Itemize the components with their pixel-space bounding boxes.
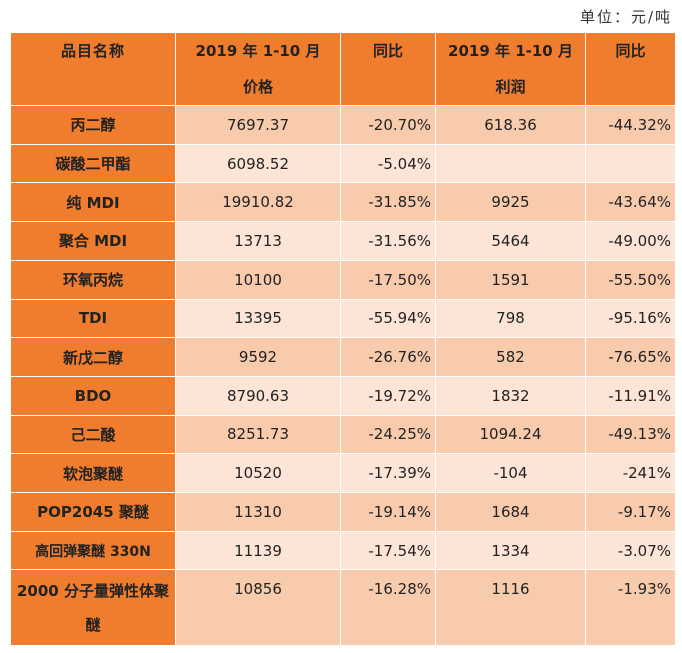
header-profit-period: 2019 年 1-10 月 (448, 42, 573, 60)
table-row: 高回弹聚醚 330N 11139 -17.54% 1334 -3.07% (10, 530, 676, 571)
table-row: 聚合 MDI 13713 -31.56% 5464 -49.00% (10, 221, 676, 261)
product-name: 环氧丙烷 (10, 259, 176, 300)
price-yoy-cell: -31.85% (340, 182, 436, 223)
price-cell: 8790.63 (175, 375, 341, 416)
unit-label: 单位：元/吨 (579, 8, 672, 26)
price-cell: 13395 (175, 298, 341, 339)
price-cell: 11139 (175, 530, 341, 571)
product-name: 丙二醇 (10, 105, 176, 145)
product-name: 己二酸 (10, 414, 176, 455)
price-cell: 6098.52 (175, 143, 341, 184)
header-profit: 2019 年 1-10 月 利润 (435, 32, 586, 106)
price-profit-table: 品目名称 2019 年 1-10 月 价格 同比 2019 年 1-10 月 利… (10, 32, 676, 646)
price-yoy-cell: -31.56% (340, 221, 436, 261)
price-cell: 10520 (175, 453, 341, 494)
profit-yoy-cell (585, 143, 676, 184)
profit-yoy-cell: -11.91% (585, 375, 676, 416)
product-name: 碳酸二甲酯 (10, 143, 176, 184)
profit-cell: 582 (435, 337, 586, 377)
price-cell: 11310 (175, 492, 341, 532)
price-cell: 8251.73 (175, 414, 341, 455)
price-yoy-cell: -20.70% (340, 105, 436, 145)
header-price-yoy: 同比 (340, 32, 436, 106)
product-name: POP2045 聚醚 (10, 492, 176, 532)
profit-yoy-cell: -9.17% (585, 492, 676, 532)
table-row: 碳酸二甲酯 6098.52 -5.04% (10, 143, 676, 184)
table-row: 己二酸 8251.73 -24.25% 1094.24 -49.13% (10, 414, 676, 455)
profit-cell: 1832 (435, 375, 586, 416)
product-name: TDI (10, 298, 176, 339)
price-cell: 19910.82 (175, 182, 341, 223)
profit-yoy-cell: -241% (585, 453, 676, 494)
profit-yoy-cell: -55.50% (585, 259, 676, 300)
product-name: 2000 分子量弹性体聚醚 (10, 569, 176, 646)
table-row: 纯 MDI 19910.82 -31.85% 9925 -43.64% (10, 182, 676, 223)
profit-cell: 1334 (435, 530, 586, 571)
profit-cell: 618.36 (435, 105, 586, 145)
profit-cell (435, 143, 586, 184)
price-yoy-cell: -24.25% (340, 414, 436, 455)
profit-cell: -104 (435, 453, 586, 494)
price-yoy-cell: -19.14% (340, 492, 436, 532)
price-cell: 7697.37 (175, 105, 341, 145)
price-yoy-cell: -17.50% (340, 259, 436, 300)
profit-cell: 5464 (435, 221, 586, 261)
profit-yoy-cell: -49.13% (585, 414, 676, 455)
price-yoy-cell: -26.76% (340, 337, 436, 377)
profit-yoy-cell: -76.65% (585, 337, 676, 377)
header-profit-label: 利润 (495, 78, 526, 96)
profit-yoy-cell: -1.93% (585, 569, 676, 646)
price-yoy-cell: -17.54% (340, 530, 436, 571)
header-price: 2019 年 1-10 月 价格 (175, 32, 341, 106)
header-price-label: 价格 (242, 78, 273, 96)
price-cell: 13713 (175, 221, 341, 261)
price-cell: 10856 (175, 569, 341, 646)
profit-cell: 1094.24 (435, 414, 586, 455)
price-yoy-cell: -19.72% (340, 375, 436, 416)
header-profit-yoy: 同比 (585, 32, 676, 106)
table-row: 环氧丙烷 10100 -17.50% 1591 -55.50% (10, 259, 676, 300)
price-yoy-cell: -5.04% (340, 143, 436, 184)
product-name: 新戊二醇 (10, 337, 176, 377)
table-row: 新戊二醇 9592 -26.76% 582 -76.65% (10, 337, 676, 377)
price-cell: 10100 (175, 259, 341, 300)
profit-yoy-cell: -43.64% (585, 182, 676, 223)
product-name: 高回弹聚醚 330N (10, 530, 176, 571)
table-row: 丙二醇 7697.37 -20.70% 618.36 -44.32% (10, 105, 676, 145)
product-name: 聚合 MDI (10, 221, 176, 261)
header-product-name: 品目名称 (10, 32, 176, 106)
table-row: TDI 13395 -55.94% 798 -95.16% (10, 298, 676, 339)
header-price-period: 2019 年 1-10 月 (195, 42, 321, 60)
product-name: 纯 MDI (10, 182, 176, 223)
product-name: BDO (10, 375, 176, 416)
profit-yoy-cell: -49.00% (585, 221, 676, 261)
table-row: BDO 8790.63 -19.72% 1832 -11.91% (10, 375, 676, 416)
profit-cell: 9925 (435, 182, 586, 223)
profit-yoy-cell: -44.32% (585, 105, 676, 145)
profit-yoy-cell: -95.16% (585, 298, 676, 339)
table-row: 2000 分子量弹性体聚醚 10856 -16.28% 1116 -1.93% (10, 569, 676, 646)
product-name: 软泡聚醚 (10, 453, 176, 494)
price-yoy-cell: -17.39% (340, 453, 436, 494)
price-cell: 9592 (175, 337, 341, 377)
table-row: 软泡聚醚 10520 -17.39% -104 -241% (10, 453, 676, 494)
profit-yoy-cell: -3.07% (585, 530, 676, 571)
profit-cell: 1116 (435, 569, 586, 646)
profit-cell: 1684 (435, 492, 586, 532)
price-yoy-cell: -16.28% (340, 569, 436, 646)
table-row: POP2045 聚醚 11310 -19.14% 1684 -9.17% (10, 492, 676, 532)
profit-cell: 798 (435, 298, 586, 339)
price-yoy-cell: -55.94% (340, 298, 436, 339)
header-row: 品目名称 2019 年 1-10 月 价格 同比 2019 年 1-10 月 利… (10, 32, 676, 106)
profit-cell: 1591 (435, 259, 586, 300)
